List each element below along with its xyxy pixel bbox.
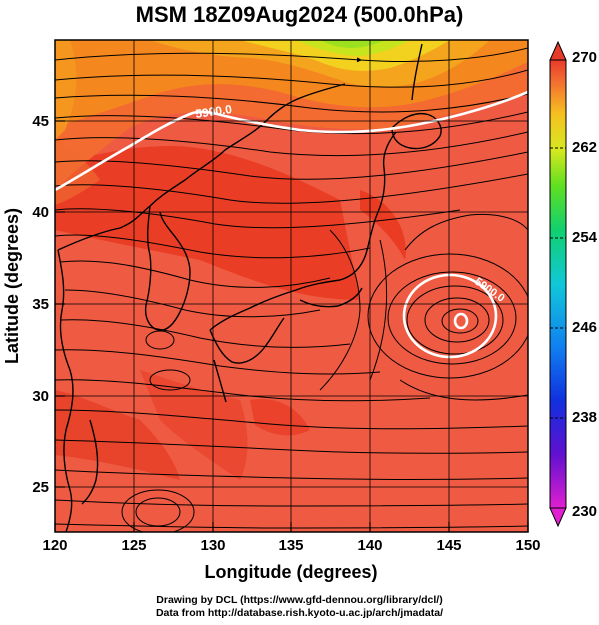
credits: Drawing by DCL (https://www.gfd-dennou.o… [0, 594, 599, 620]
colorbar-tick-label: 238 [572, 409, 597, 426]
y-tick-label: 45 [32, 113, 49, 130]
x-tick-label: 130 [200, 537, 225, 554]
x-tick-label: 145 [436, 537, 461, 554]
y-tick-label: 35 [32, 296, 49, 313]
colorbar-tick-label: 246 [572, 319, 597, 336]
graticule [55, 40, 528, 532]
colorbar-tick-label: 230 [572, 503, 597, 520]
y-tick-label: 25 [32, 479, 49, 496]
coastlines [57, 43, 442, 532]
x-tick-label: 150 [515, 537, 540, 554]
colorbar-top-arrow [549, 40, 567, 61]
credit-drawing: Drawing by DCL (https://www.gfd-dennou.o… [156, 594, 443, 606]
axis-ticks [54, 120, 529, 532]
wind-streamlines [55, 47, 528, 532]
geopotential-contours [55, 90, 528, 359]
colorbar-tick-label: 262 [572, 139, 597, 156]
colorbar-bottom-arrow [549, 507, 567, 528]
x-tick-label: 135 [278, 537, 303, 554]
x-tick-label: 140 [357, 537, 382, 554]
colorbar-gradient [549, 59, 567, 509]
y-tick-label: 40 [32, 204, 49, 221]
x-tick-label: 125 [121, 537, 146, 554]
colorbar-tick-label: 270 [572, 49, 597, 66]
credit-data: Data from http://database.rish.kyoto-u.a… [155, 607, 444, 619]
y-tick-label: 30 [32, 388, 49, 405]
map-title: MSM 18Z09Aug2024 (500.0hPa) [135, 2, 464, 27]
contour-label-west: 5900.0 [194, 102, 233, 121]
x-tick-label: 120 [42, 537, 67, 554]
colorbar: 270 262 254 246 238 230 [549, 40, 598, 528]
colorbar-tick-label: 254 [572, 229, 598, 246]
x-axis-label: Longitude (degrees) [204, 562, 377, 582]
y-axis-label: Latitude (degrees) [2, 208, 22, 364]
